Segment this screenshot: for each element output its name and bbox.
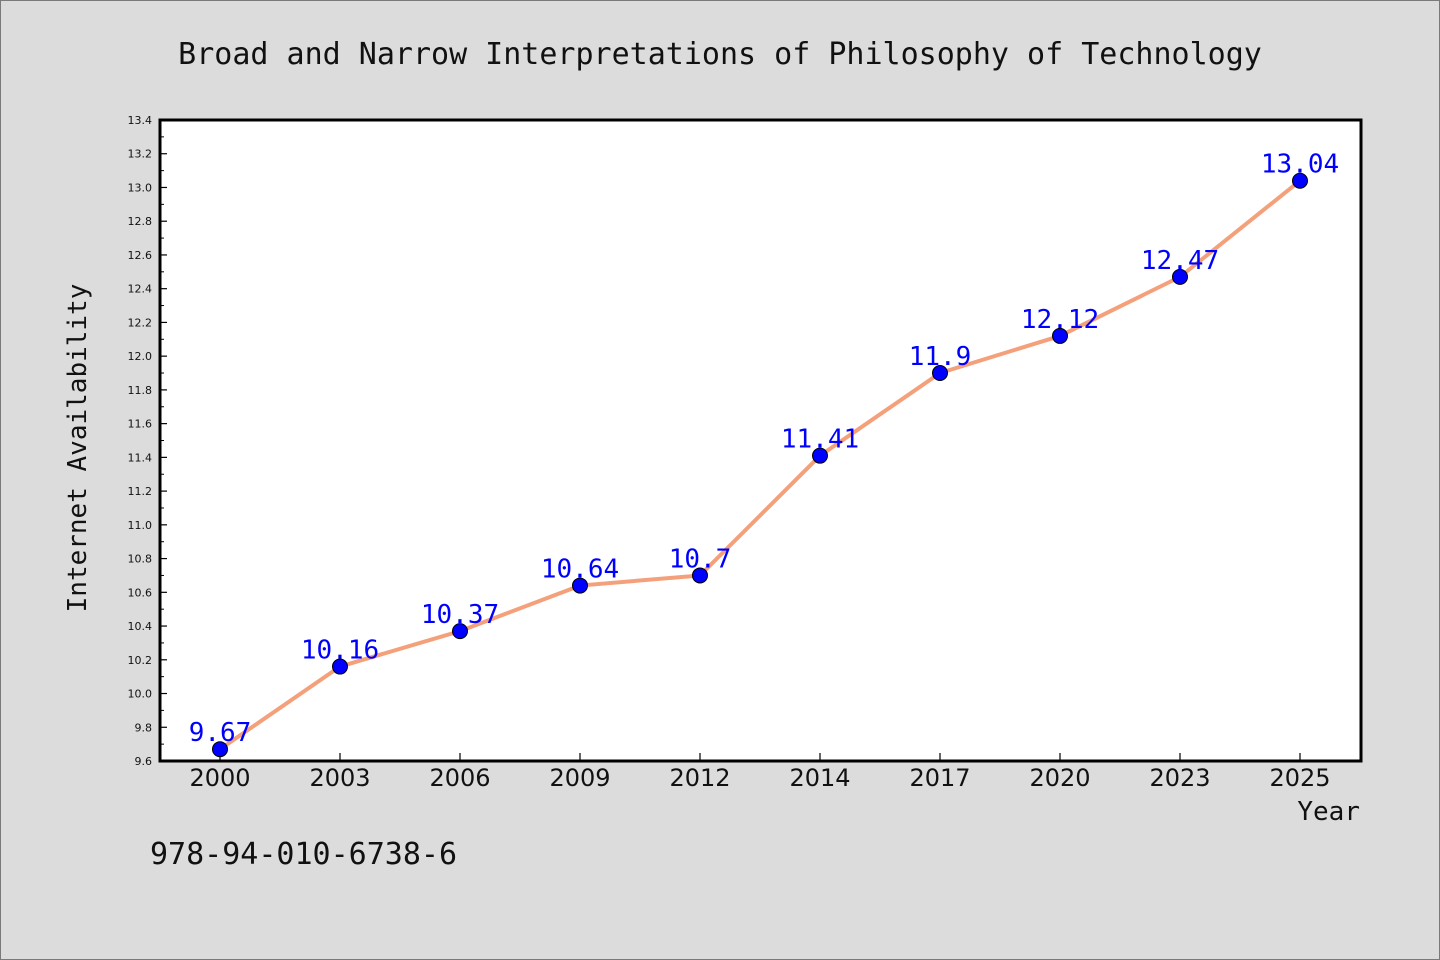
- data-label: 10.16: [301, 636, 379, 666]
- footer-code: 978-94-010-6738-6: [150, 837, 457, 872]
- data-point-marker: [1292, 172, 1308, 189]
- y-tick-label: 13.2: [128, 148, 153, 161]
- y-tick-label: 12.6: [128, 249, 153, 262]
- y-tick-label: 13.4: [128, 114, 153, 127]
- y-tick-label: 10.6: [128, 586, 153, 599]
- data-label: 9.67: [189, 718, 252, 748]
- data-point-marker: [692, 567, 708, 584]
- data-point-marker: [572, 577, 588, 594]
- y-tick-label: 12.8: [128, 215, 153, 228]
- y-tick-label: 11.8: [128, 384, 153, 397]
- data-label: 10.37: [421, 600, 499, 630]
- markers-group: [212, 172, 1308, 758]
- data-label: 13.04: [1261, 150, 1339, 180]
- x-axis-label: Year: [1297, 797, 1360, 827]
- x-tick-label: 2023: [1149, 764, 1210, 792]
- data-label: 10.64: [541, 555, 619, 585]
- y-tick-label: 12.0: [128, 350, 153, 363]
- y-tick-label: 12.2: [128, 316, 153, 329]
- chart-title: Broad and Narrow Interpretations of Phil…: [178, 37, 1262, 72]
- y-tick-label: 12.4: [128, 283, 153, 296]
- data-point-marker: [452, 623, 468, 640]
- x-tick-label: 2009: [549, 764, 610, 792]
- y-tick-label: 9.8: [135, 721, 153, 734]
- series-line: [218, 178, 1302, 752]
- x-tick-label: 2012: [669, 764, 730, 792]
- y-tick-label: 11.4: [128, 451, 153, 464]
- y-tick-label: 10.8: [128, 553, 153, 566]
- data-label: 12.47: [1141, 246, 1219, 276]
- data-point-marker: [212, 741, 228, 758]
- data-labels-group: 9.67 10.16 10.37 10.64 10.7 11.41 11.9 12.12 12.…: [189, 150, 1339, 748]
- data-label: 11.41: [781, 425, 859, 455]
- series-line-group: [218, 178, 1302, 752]
- y-tick-label: 13.0: [128, 181, 153, 194]
- data-point-marker: [1052, 327, 1068, 344]
- y-axis: 9.6 9.8 10.0 10.2 10.4 10.6 10.8 11.0 11.2 11.4 11…: [128, 114, 167, 768]
- x-tick-label: 2025: [1269, 764, 1330, 792]
- y-tick-label: 10.0: [128, 688, 153, 701]
- x-tick-label: 2000: [189, 764, 250, 792]
- x-tick-label: 2006: [429, 764, 490, 792]
- y-tick-label: 11.2: [128, 485, 153, 498]
- data-label: 12.12: [1021, 305, 1099, 335]
- y-tick-label: 10.4: [128, 620, 153, 633]
- plot-area: [158, 118, 1363, 763]
- x-axis: 2000 2003 2006 2009 2012 2014 2017 2020 2023 2025: [189, 753, 1331, 792]
- data-point-marker: [932, 365, 948, 382]
- y-axis-label: Internet Availability: [63, 284, 93, 613]
- y-tick-label: 10.2: [128, 654, 153, 667]
- x-tick-label: 2014: [789, 764, 850, 792]
- x-tick-label: 2017: [909, 764, 970, 792]
- data-point-marker: [332, 658, 348, 675]
- data-point-marker: [812, 447, 828, 464]
- data-label: 10.7: [669, 544, 732, 574]
- y-tick-label: 9.6: [135, 755, 153, 768]
- x-tick-label: 2020: [1029, 764, 1090, 792]
- x-tick-label: 2003: [309, 764, 370, 792]
- y-tick-label: 11.6: [128, 418, 153, 431]
- data-label: 11.9: [909, 342, 972, 372]
- y-tick-label: 11.0: [128, 519, 153, 532]
- data-point-marker: [1172, 268, 1188, 285]
